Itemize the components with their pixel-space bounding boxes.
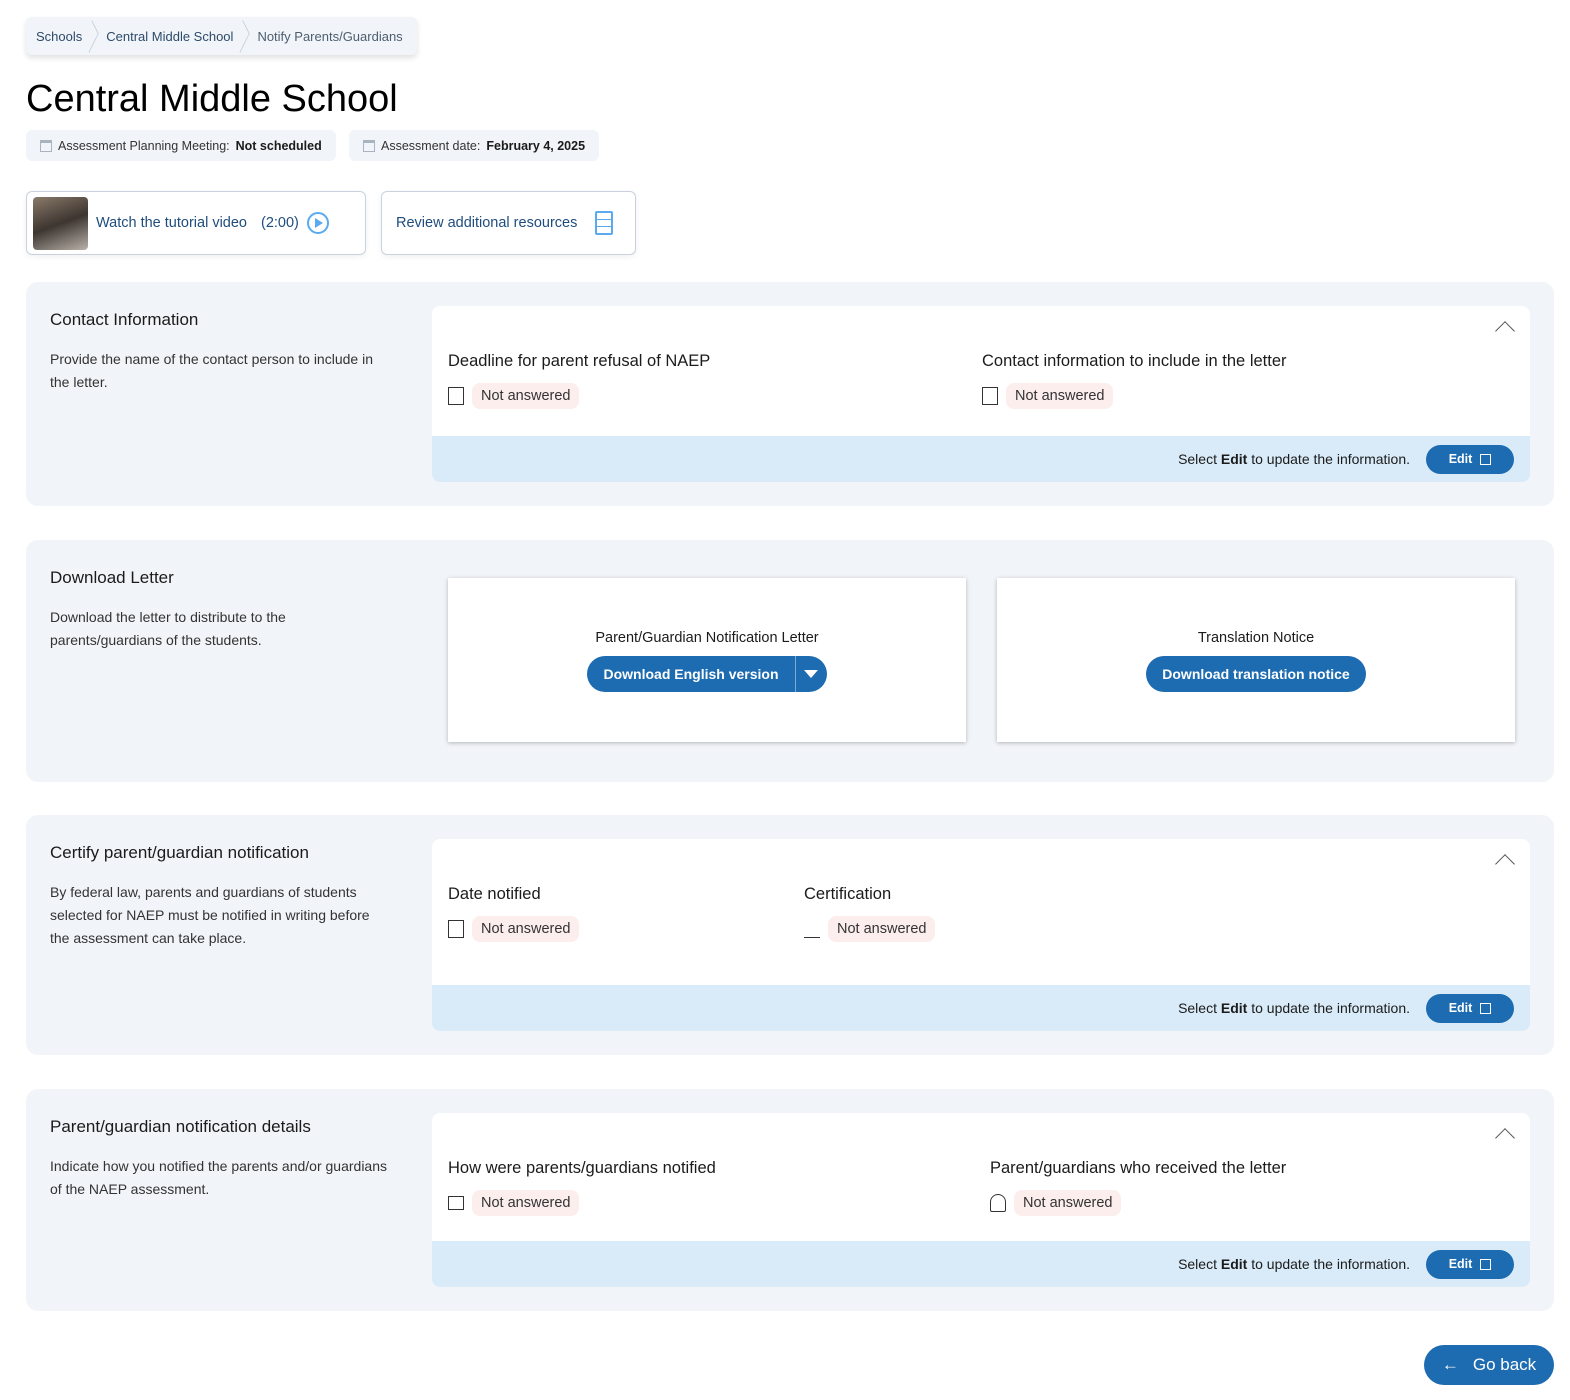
edit-bar: Select Edit to update the information. Ed… <box>432 1241 1530 1287</box>
field-label: How were parents/guardians notified <box>448 1159 716 1177</box>
status-badge: Not answered <box>1006 383 1114 409</box>
breadcrumb: Schools Central Middle School Notify Par… <box>26 17 417 55</box>
notification-details-section: Parent/guardian notification details Ind… <box>26 1089 1554 1311</box>
card-title: Parent/Guardian Notification Letter <box>595 630 819 646</box>
calendar-icon <box>40 139 52 152</box>
play-icon <box>306 212 329 234</box>
breadcrumb-schools[interactable]: Schools <box>26 17 96 55</box>
section-title: Contact Information <box>50 310 199 329</box>
breadcrumb-school[interactable]: Central Middle School <box>96 17 247 55</box>
field-date-notified: Date notified Not answered <box>448 885 580 942</box>
review-resources-button[interactable]: Review additional resources <box>381 191 636 255</box>
assessment-date-chip: Assessment date: February 4, 2025 <box>349 130 600 161</box>
edit-button[interactable]: Edit <box>1426 993 1514 1023</box>
section-title: Parent/guardian notification details <box>50 1117 311 1136</box>
status-badge: Not answered <box>1014 1190 1122 1216</box>
translation-notice-card: Translation Notice Download translation … <box>997 578 1515 742</box>
tutorial-video-button[interactable]: Watch the tutorial video (2:00) <box>26 191 366 255</box>
calendar-icon <box>448 387 464 405</box>
section-card: Deadline for parent refusal of NAEP Not a… <box>432 306 1530 482</box>
edit-hint: Select Edit to update the information. <box>1178 1000 1410 1016</box>
status-badge: Not answered <box>472 383 580 409</box>
field-received-letter: Parent/guardians who received the letter… <box>990 1159 1286 1216</box>
go-back-button[interactable]: ← Go back <box>1424 1345 1554 1385</box>
breadcrumb-current: Notify Parents/Guardians <box>257 28 403 44</box>
section-description: Download the letter to distribute to the… <box>50 609 286 648</box>
download-translation-button[interactable]: Download translation notice <box>1146 656 1366 692</box>
field-label: Parent/guardians who received the letter <box>990 1159 1287 1177</box>
contact-information-section: Contact Information Provide the name of … <box>26 282 1554 506</box>
section-card: Date notified Not answered Certification N… <box>432 839 1530 1031</box>
card-title: Translation Notice <box>1197 630 1315 646</box>
edit-bar: Select Edit to update the information. Ed… <box>432 436 1530 482</box>
field-how-notified: How were parents/guardians notified Not a… <box>448 1159 716 1216</box>
contact-card-icon <box>982 387 998 405</box>
edit-hint: Select Edit to update the information. <box>1178 1256 1410 1272</box>
meta-label: Assessment date: <box>381 138 481 153</box>
planning-meeting-chip: Assessment Planning Meeting: Not schedule… <box>26 130 336 161</box>
meta-value: Not scheduled <box>235 138 322 153</box>
edit-icon <box>1480 453 1492 465</box>
field-label: Deadline for parent refusal of NAEP <box>448 352 711 370</box>
document-icon <box>595 211 614 235</box>
calendar-icon <box>363 139 375 152</box>
meta-value: February 4, 2025 <box>486 138 586 153</box>
edit-icon <box>1480 1258 1492 1270</box>
mail-open-icon <box>448 1196 464 1210</box>
chevron-down-icon <box>804 670 819 678</box>
signature-icon <box>804 920 820 938</box>
video-label: Watch the tutorial video <box>96 215 247 231</box>
video-thumbnail <box>33 196 88 250</box>
meta-label: Assessment Planning Meeting: <box>58 138 230 153</box>
edit-hint: Select Edit to update the information. <box>1178 451 1410 467</box>
notification-letter-card: Parent/Guardian Notification Letter Down… <box>448 578 966 742</box>
arrow-left-icon: ← <box>1441 1355 1459 1374</box>
field-label: Certification <box>804 885 892 903</box>
status-badge: Not answered <box>828 916 936 942</box>
field-label: Contact information to include in the le… <box>982 352 1287 370</box>
review-label: Review additional resources <box>396 215 578 231</box>
status-badge: Not answered <box>472 916 580 942</box>
edit-button[interactable]: Edit <box>1426 444 1514 474</box>
calendar-icon <box>448 920 464 938</box>
field-deadline: Deadline for parent refusal of NAEP Not a… <box>448 352 710 409</box>
language-dropdown-button[interactable] <box>794 656 827 692</box>
section-description: By federal law, parents and guardians of… <box>50 884 370 946</box>
page-title: Central Middle School <box>26 78 398 120</box>
certify-notification-section: Certify parent/guardian notification By … <box>26 815 1554 1055</box>
person-icon <box>990 1194 1006 1212</box>
download-english-button[interactable]: Download English version <box>603 666 779 682</box>
section-card: How were parents/guardians notified Not a… <box>432 1113 1530 1287</box>
video-duration: (2:00) <box>260 215 299 231</box>
field-label: Date notified <box>448 885 541 903</box>
section-description: Indicate how you notified the parents an… <box>50 1158 388 1197</box>
edit-bar: Select Edit to update the information. Ed… <box>432 985 1530 1031</box>
edit-icon <box>1480 1002 1492 1014</box>
field-certification: Certification Not answered <box>804 885 936 942</box>
chevron-up-icon[interactable] <box>1495 854 1515 874</box>
download-letter-section: Download Letter Download the letter to d… <box>26 540 1554 782</box>
edit-button[interactable]: Edit <box>1426 1249 1514 1279</box>
status-badge: Not answered <box>472 1190 580 1216</box>
download-english-split-button: Download English version <box>587 656 827 692</box>
section-description: Provide the name of the contact person t… <box>50 351 373 390</box>
chevron-up-icon[interactable] <box>1495 1128 1515 1148</box>
field-contact: Contact information to include in the le… <box>982 352 1287 409</box>
chevron-up-icon[interactable] <box>1495 321 1515 341</box>
section-title: Download Letter <box>50 568 174 587</box>
section-title: Certify parent/guardian notification <box>50 843 309 862</box>
